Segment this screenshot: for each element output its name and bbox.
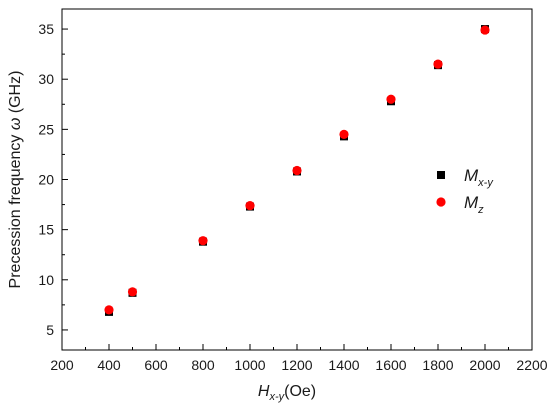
x-tick-label: 1800 — [422, 357, 453, 373]
x-tick-label: 1400 — [328, 357, 359, 373]
y-tick-label: 30 — [38, 71, 54, 87]
data-point-circle — [127, 287, 138, 297]
data-point-circle — [292, 165, 302, 176]
y-tick-label: 5 — [46, 322, 54, 338]
x-tick-label: 2000 — [469, 357, 500, 373]
x-tick-label: 2200 — [516, 357, 547, 373]
data-point-circle — [480, 25, 490, 35]
y-axis-title: Precession frequency ω (GHz) — [7, 71, 24, 289]
x-tick-label: 1600 — [375, 357, 406, 373]
axis-ticks: 200 400 600 800 1000 1200 1400 1600 1800 2000 2200… — [38, 21, 547, 373]
data-points — [104, 25, 490, 316]
x-axis-title-subscript: x-y — [268, 391, 285, 403]
y-tick-label: 15 — [38, 222, 54, 238]
data-point-circle — [433, 59, 443, 69]
legend-label: Mz — [464, 193, 484, 216]
y-tick-label: 20 — [38, 172, 54, 188]
x-tick-label: 400 — [97, 357, 121, 373]
y-tick-label: 35 — [38, 21, 54, 37]
data-point-circle — [245, 200, 255, 211]
legend-label-subscript: z — [477, 204, 484, 216]
legend-marker-square — [437, 171, 445, 179]
legend-label-main: M — [464, 166, 479, 185]
plot-frame — [61, 8, 533, 351]
x-axis-title-suffix: (Oe) — [284, 383, 316, 400]
x-tick-label: 800 — [191, 357, 215, 373]
x-tick-label: 200 — [50, 357, 74, 373]
legend-label-main: M — [464, 193, 479, 212]
legend-marker-circle — [436, 197, 446, 207]
y-axis-title-symbol: ω — [7, 118, 24, 130]
y-axis-title-prefix: Precession frequency — [7, 130, 24, 288]
data-point-circle — [198, 236, 208, 246]
data-point-circle — [386, 94, 396, 104]
x-tick-label: 1200 — [281, 357, 312, 373]
y-tick-label: 25 — [38, 121, 54, 137]
x-tick-label: 600 — [144, 357, 168, 373]
data-point-circle — [339, 129, 349, 139]
x-axis-title: Hx-y(Oe) — [258, 383, 316, 403]
y-tick-label: 10 — [38, 272, 54, 288]
legend-label-subscript: x-y — [477, 177, 494, 189]
legend-label: Mx-y — [464, 166, 494, 189]
x-tick-label: 1000 — [234, 357, 265, 373]
data-point-circle — [104, 305, 114, 315]
x-axis-title-main: H — [258, 383, 270, 400]
y-axis-title-suffix: (GHz) — [7, 71, 24, 118]
legend: Mx-yMz — [436, 166, 494, 216]
